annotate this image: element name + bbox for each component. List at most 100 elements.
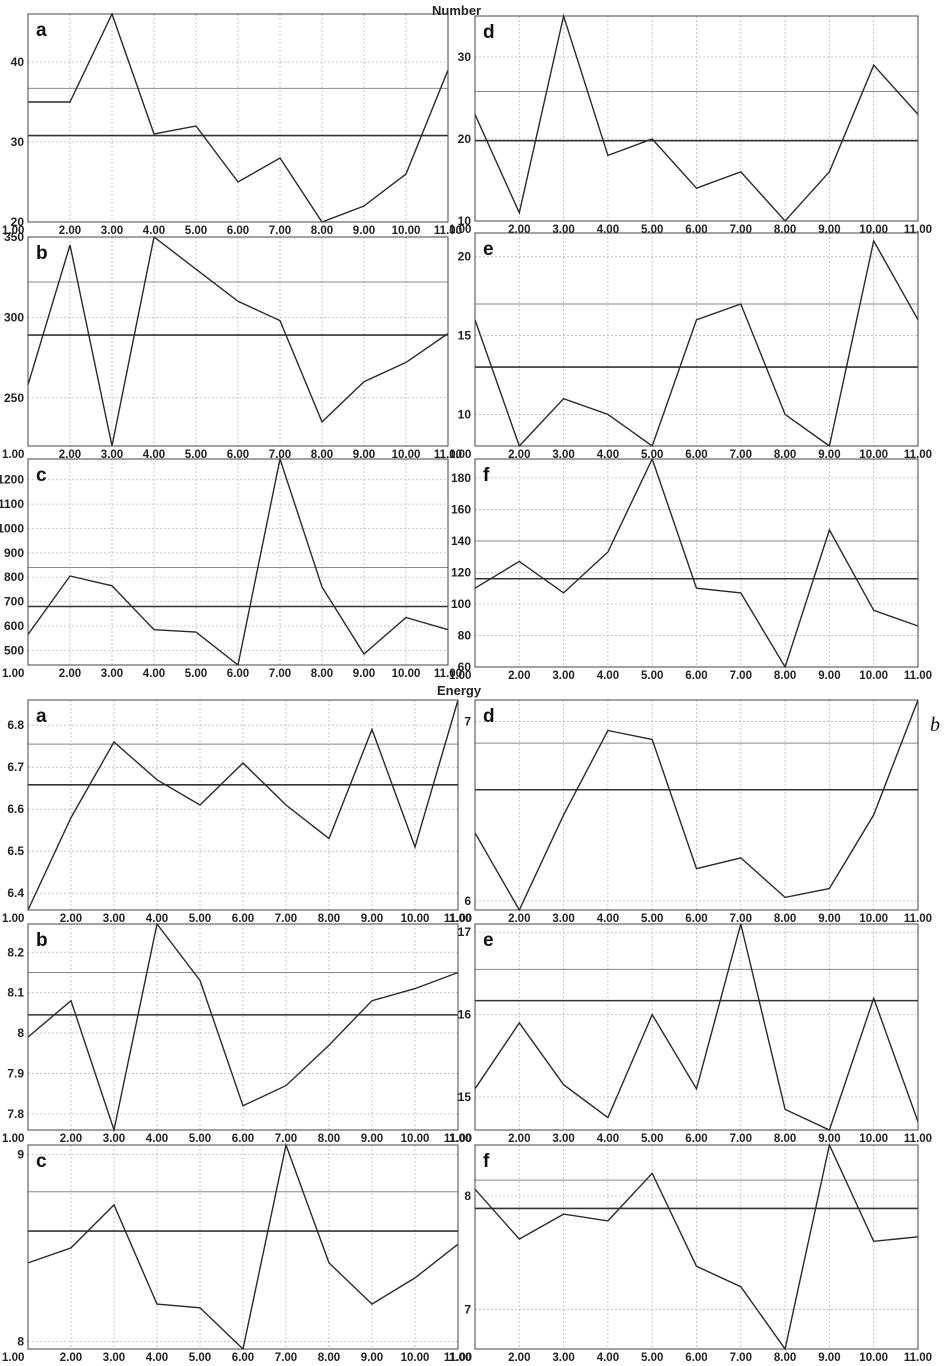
chart-energy-b-xtick-label: 1.00 <box>2 1133 24 1145</box>
chart-number-e-xtick-label: 3.00 <box>552 449 574 461</box>
chart-number-a-xtick-label: 3.00 <box>101 225 123 237</box>
chart-number-f-xtick-label: 9.00 <box>818 670 840 682</box>
chart-number-a-panel-label: a <box>36 20 47 41</box>
chart-number-a-xtick-label: 2.00 <box>59 225 81 237</box>
chart-energy-b-xtick-label: 11.00 <box>444 1133 472 1145</box>
chart-energy-b-xtick-label: 8.00 <box>318 1133 340 1145</box>
chart-energy-a-xtick-label: 4.00 <box>146 913 168 925</box>
chart-number-d-panel-label: d <box>483 22 495 43</box>
chart-number-f-ytick-label: 160 <box>451 502 471 516</box>
chart-number-c-ytick-label: 700 <box>4 595 24 609</box>
chart-number-e-xtick-label: 10.00 <box>859 449 888 461</box>
chart-number-e-ytick-label: 20 <box>458 250 472 264</box>
chart-energy-d-xtick-label: 7.00 <box>730 913 752 925</box>
chart-number-a-xtick-label: 5.00 <box>185 225 207 237</box>
chart-number-a-xtick-label: 10.00 <box>392 225 421 237</box>
chart-number-b-series-line <box>27 235 449 447</box>
chart-number-c-xtick-label: 7.00 <box>269 668 291 680</box>
chart-energy-f-xtick-label: 9.00 <box>818 1352 840 1364</box>
chart-number-b-xtick-label: 10.00 <box>392 449 421 461</box>
chart-number-e-panel-label: e <box>483 239 494 260</box>
chart-number-a-frame <box>27 13 449 223</box>
chart-energy-f-series-line <box>474 1142 919 1351</box>
chart-energy-e-xtick-label: 4.00 <box>597 1133 619 1145</box>
chart-number-e-xtick-label: 7.00 <box>730 449 752 461</box>
chart-energy-f-xtick-label: 8.00 <box>774 1352 796 1364</box>
chart-number-a-xtick-label: 4.00 <box>143 225 165 237</box>
chart-number-e-series-line <box>474 238 919 448</box>
chart-energy-b-series-line <box>27 922 459 1133</box>
chart-number-c-ytick-label: 600 <box>4 619 24 633</box>
chart-number-c-xtick-label: 4.00 <box>143 668 165 680</box>
chart-energy-c-xtick-label: 2.00 <box>60 1352 82 1364</box>
chart-energy-b-xtick-label: 9.00 <box>361 1133 383 1145</box>
chart-energy-c-ytick-label: 9 <box>17 1147 24 1161</box>
chart-number-e-xtick-label: 4.00 <box>597 449 619 461</box>
chart-number-c-plot-area <box>28 459 448 665</box>
chart-energy-d-ytick-label: 7 <box>464 715 471 729</box>
chart-number-d-ytick-label: 10 <box>458 214 472 228</box>
chart-energy-e-xtick-label: 11.00 <box>904 1133 932 1145</box>
chart-energy-e-xtick-label: 9.00 <box>818 1133 840 1145</box>
chart-number-b-xtick-label: 1.00 <box>2 449 24 461</box>
chart-energy-a-frame <box>27 699 459 911</box>
chart-energy-a-xtick-label: 9.00 <box>361 913 383 925</box>
chart-energy-b-xtick-label: 5.00 <box>189 1133 211 1145</box>
chart-energy-b-ytick-label: 8.2 <box>7 945 24 959</box>
chart-energy-e-xtick-label: 8.00 <box>774 1133 796 1145</box>
chart-energy-c-xtick-label: 3.00 <box>103 1352 125 1364</box>
chart-energy-d-series-line <box>474 699 919 912</box>
chart-energy-c-xtick-label: 1.00 <box>2 1352 24 1364</box>
chart-energy-e-xtick-label: 5.00 <box>641 1133 663 1145</box>
chart-number-d-xtick-label: 1.00 <box>449 224 471 236</box>
chart-number-b-frame <box>27 236 449 447</box>
chart-energy-a-xtick-label: 3.00 <box>103 913 125 925</box>
chart-energy-c-ytick-label: 8 <box>17 1335 24 1349</box>
chart-energy-e-frame <box>474 923 919 1131</box>
chart-number-f-xtick-label: 1.00 <box>449 670 471 682</box>
chart-number-f-xtick-label: 10.00 <box>859 670 888 682</box>
chart-number-e-xtick-label: 6.00 <box>685 449 707 461</box>
chart-energy-a-xtick-label: 2.00 <box>60 913 82 925</box>
chart-energy-c-xtick-label: 9.00 <box>361 1352 383 1364</box>
chart-energy-a-ytick-label: 6.6 <box>7 802 24 816</box>
chart-energy-d-xtick-label: 1.00 <box>449 913 471 925</box>
chart-number-e-xtick-label: 9.00 <box>818 449 840 461</box>
chart-energy-b-ytick-label: 8.1 <box>7 986 24 1000</box>
chart-number-b-xtick-label: 4.00 <box>143 449 165 461</box>
chart-energy-f-xtick-label: 3.00 <box>552 1352 574 1364</box>
chart-number-c-xtick-label: 1.00 <box>2 668 24 680</box>
chart-number-b-xtick-label: 8.00 <box>311 449 333 461</box>
chart-energy-a-ytick-label: 6.4 <box>7 886 24 900</box>
chart-energy-e-xtick-label: 7.00 <box>730 1133 752 1145</box>
chart-number-e-ytick-label: 15 <box>458 329 472 343</box>
chart-energy-b-xtick-label: 3.00 <box>103 1133 125 1145</box>
chart-number-b-xtick-label: 9.00 <box>353 449 375 461</box>
chart-energy-d-xtick-label: 11.00 <box>904 913 932 925</box>
chart-number-b-xtick-label: 6.00 <box>227 449 249 461</box>
chart-number-f-ytick-label: 60 <box>458 660 472 674</box>
chart-number-f-xtick-label: 6.00 <box>685 670 707 682</box>
chart-energy-b-ytick-label: 8 <box>17 1026 24 1040</box>
chart-number-e-ytick-label: 10 <box>458 407 472 421</box>
chart-number-f-frame <box>474 458 919 668</box>
chart-energy-c-panel-label: c <box>36 1151 47 1172</box>
chart-energy-a-ytick-label: 6.7 <box>7 760 24 774</box>
chart-energy-b-ytick-label: 7.8 <box>7 1107 24 1121</box>
chart-number-f-xtick-label: 2.00 <box>508 670 530 682</box>
chart-energy-c-frame <box>27 1144 459 1350</box>
chart-energy-e-xtick-label: 1.00 <box>449 1133 471 1145</box>
chart-energy-f-xtick-label: 1.00 <box>449 1352 471 1364</box>
chart-number-c-ytick-label: 1100 <box>0 497 24 511</box>
chart-number-b-panel-label: b <box>36 243 48 264</box>
chart-number-f-xtick-label: 3.00 <box>552 670 574 682</box>
chart-number-e-frame <box>474 232 919 447</box>
chart-number-f-ytick-label: 100 <box>451 597 471 611</box>
chart-number-e-xtick-label: 5.00 <box>641 449 663 461</box>
chart-number-e-xtick-label: 2.00 <box>508 449 530 461</box>
chart-energy-f-ytick-label: 8 <box>464 1189 471 1203</box>
chart-number-c-frame <box>27 458 449 666</box>
chart-number-a-xtick-label: 6.00 <box>227 225 249 237</box>
chart-energy-f-xtick-label: 6.00 <box>685 1352 707 1364</box>
chart-number-a-xtick-label: 9.00 <box>353 225 375 237</box>
